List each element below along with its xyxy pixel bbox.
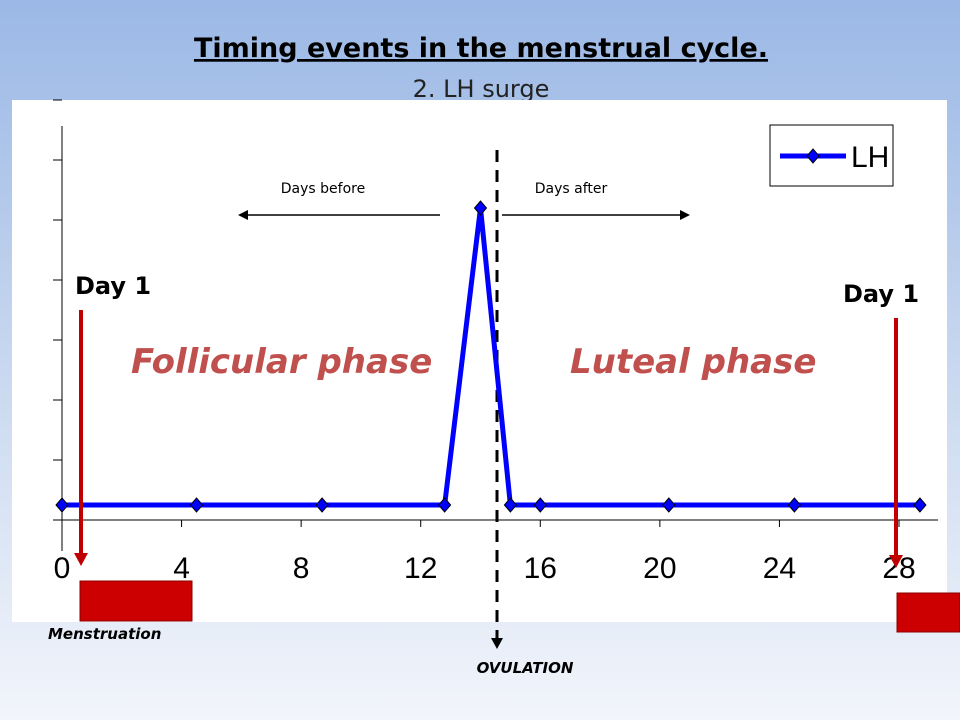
menstruation-block-left [79, 580, 193, 622]
day1-left-label: Day 1 [75, 272, 151, 300]
x-axis-ticks [61, 520, 900, 527]
legend-label-lh: LH [851, 141, 889, 174]
x-tick-label-12: 12 [404, 552, 437, 585]
x-tick-label-24: 24 [763, 552, 796, 585]
legend-swatch-marker [806, 148, 820, 164]
lh-point-1 [189, 497, 204, 513]
ovulation-arrowhead [491, 638, 503, 649]
day1-right-label: Day 1 [843, 280, 919, 308]
lh-point-0 [55, 497, 69, 513]
luteal-phase-label: Luteal phase [570, 342, 816, 382]
menstruation-label: Menstruation [48, 625, 161, 643]
days-before-label: Days before [281, 181, 365, 197]
lh-point-4 [473, 200, 488, 216]
day1-left-arrowhead [74, 553, 88, 566]
x-tick-label-20: 20 [643, 552, 676, 585]
days-after-label: Days after [535, 181, 608, 197]
x-tick-label-16: 16 [524, 552, 557, 585]
slide-subtitle: 2. LH surge [413, 75, 550, 103]
slide-title: Timing events in the menstrual cycle. [194, 33, 768, 64]
lh-point-7 [662, 497, 676, 513]
lh-point-9 [913, 497, 927, 513]
lh-series-line [62, 205, 920, 508]
plot-area [12, 100, 947, 622]
lh-point-5 [503, 497, 518, 513]
ovulation-label: OVULATION [477, 659, 574, 677]
lh-point-3 [437, 497, 452, 513]
lh-point-2 [315, 497, 329, 513]
days-after-arrowhead [680, 210, 690, 220]
days-before-arrowhead [238, 210, 248, 220]
x-tick-label-8: 8 [293, 552, 310, 585]
lh-point-6 [533, 497, 547, 513]
x-tick-label-4: 4 [173, 552, 190, 585]
x-axis-tick-labels: 0 4 8 12 16 20 24 28 [54, 552, 916, 585]
x-tick-label-0: 0 [54, 552, 71, 585]
menstruation-block-right [896, 592, 960, 633]
y-axis-ticks [53, 99, 62, 521]
day1-right-arrowhead [889, 555, 903, 568]
lh-series-points [55, 200, 927, 513]
follicular-phase-label: Follicular phase [131, 342, 432, 382]
lh-point-8 [787, 497, 802, 513]
